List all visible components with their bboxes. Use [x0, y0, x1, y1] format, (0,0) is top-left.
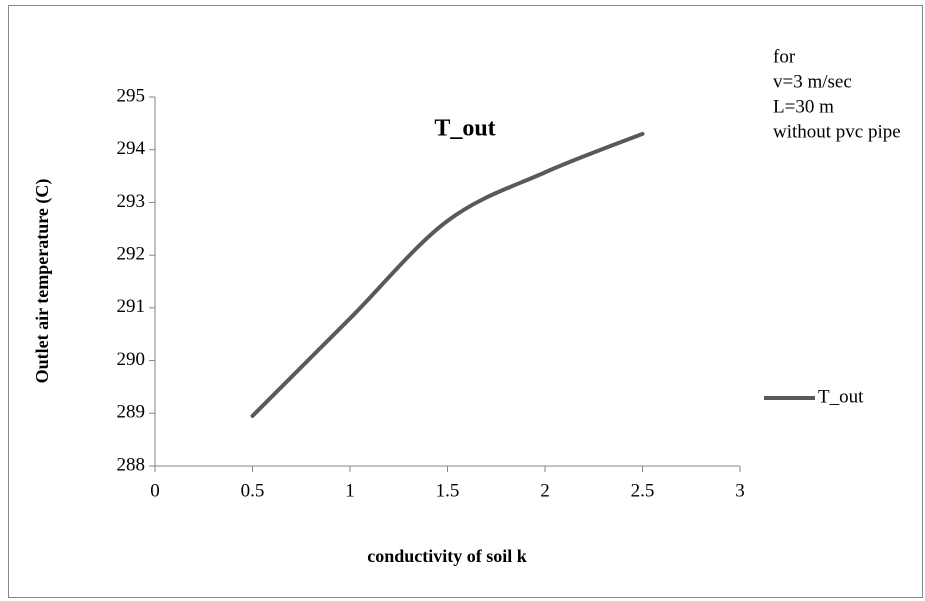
annotation: L=30 m [773, 96, 834, 117]
x-tick-label: 0.5 [241, 480, 265, 501]
x-tick-label: 1.5 [436, 480, 460, 501]
chart-title: T_out [434, 116, 495, 142]
x-tick-label: 3 [735, 480, 745, 501]
annotation: for [773, 46, 796, 67]
y-tick-label: 291 [117, 296, 146, 317]
x-tick-label: 2 [540, 480, 550, 501]
y-tick-label: 294 [117, 138, 146, 159]
legend-label: T_out [818, 386, 864, 407]
y-tick-label: 290 [117, 349, 146, 370]
annotation: without pvc pipe [773, 121, 901, 142]
x-tick-label: 2.5 [631, 480, 655, 501]
y-tick-label: 289 [117, 402, 146, 423]
x-tick-label: 0 [150, 480, 160, 501]
series-line [250, 131, 645, 418]
annotation: v=3 m/sec [773, 71, 852, 92]
y-tick-label: 295 [117, 85, 146, 106]
x-tick-label: 1 [345, 480, 355, 501]
x-axis-title: conductivity of soil k [367, 546, 527, 566]
y-tick-label: 292 [117, 244, 146, 265]
chart-frame [8, 5, 923, 598]
y-tick-label: 293 [117, 191, 146, 212]
y-tick-label: 288 [117, 454, 146, 475]
y-axis-title: Outlet air temperature (C) [32, 179, 53, 384]
